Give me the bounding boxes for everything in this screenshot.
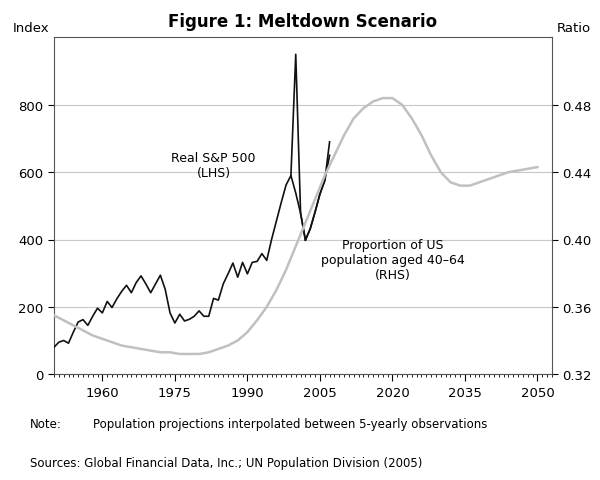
Text: Proportion of US
population aged 40–64
(RHS): Proportion of US population aged 40–64 (… — [320, 239, 464, 282]
Text: Sources: Global Financial Data, Inc.; UN Population Division (2005): Sources: Global Financial Data, Inc.; UN… — [30, 456, 422, 469]
Text: Real S&P 500
(LHS): Real S&P 500 (LHS) — [172, 152, 256, 180]
Text: Population projections interpolated between 5-yearly observations: Population projections interpolated betw… — [93, 418, 487, 431]
Text: Index: Index — [13, 22, 49, 35]
Text: Note:: Note: — [30, 418, 62, 431]
Title: Figure 1: Meltdown Scenario: Figure 1: Meltdown Scenario — [169, 13, 437, 31]
Text: Ratio: Ratio — [557, 22, 591, 35]
